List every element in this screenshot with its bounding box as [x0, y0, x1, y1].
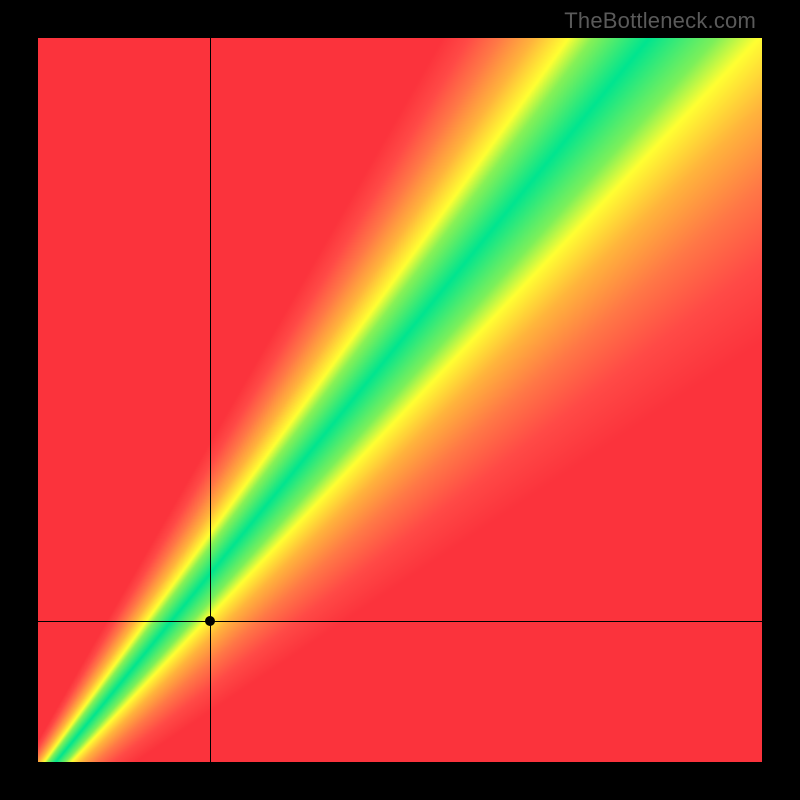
heatmap-canvas — [38, 38, 762, 762]
watermark-text: TheBottleneck.com — [564, 8, 756, 34]
plot-area — [38, 38, 762, 762]
bottleneck-marker-dot — [205, 616, 215, 626]
crosshair-horizontal-line — [38, 621, 762, 622]
crosshair-vertical-line — [210, 38, 211, 762]
